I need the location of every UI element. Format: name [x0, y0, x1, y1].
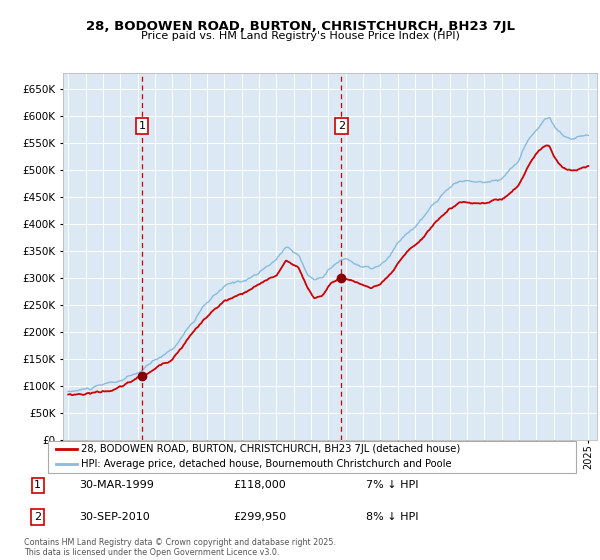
Text: 30-MAR-1999: 30-MAR-1999	[79, 480, 154, 491]
Text: 8% ↓ HPI: 8% ↓ HPI	[366, 512, 419, 522]
Text: 2: 2	[34, 512, 41, 522]
Text: £299,950: £299,950	[234, 512, 287, 522]
Text: Contains HM Land Registry data © Crown copyright and database right 2025.
This d: Contains HM Land Registry data © Crown c…	[24, 538, 336, 557]
Text: 1: 1	[34, 480, 41, 491]
Text: 1: 1	[139, 121, 145, 131]
Text: HPI: Average price, detached house, Bournemouth Christchurch and Poole: HPI: Average price, detached house, Bour…	[81, 459, 451, 469]
Text: 28, BODOWEN ROAD, BURTON, CHRISTCHURCH, BH23 7JL: 28, BODOWEN ROAD, BURTON, CHRISTCHURCH, …	[86, 20, 515, 32]
Text: 28, BODOWEN ROAD, BURTON, CHRISTCHURCH, BH23 7JL (detached house): 28, BODOWEN ROAD, BURTON, CHRISTCHURCH, …	[81, 445, 460, 455]
Text: 30-SEP-2010: 30-SEP-2010	[79, 512, 150, 522]
Text: 2: 2	[338, 121, 345, 131]
FancyBboxPatch shape	[48, 441, 576, 473]
Text: 7% ↓ HPI: 7% ↓ HPI	[366, 480, 419, 491]
Text: £118,000: £118,000	[234, 480, 287, 491]
Text: Price paid vs. HM Land Registry's House Price Index (HPI): Price paid vs. HM Land Registry's House …	[140, 31, 460, 41]
